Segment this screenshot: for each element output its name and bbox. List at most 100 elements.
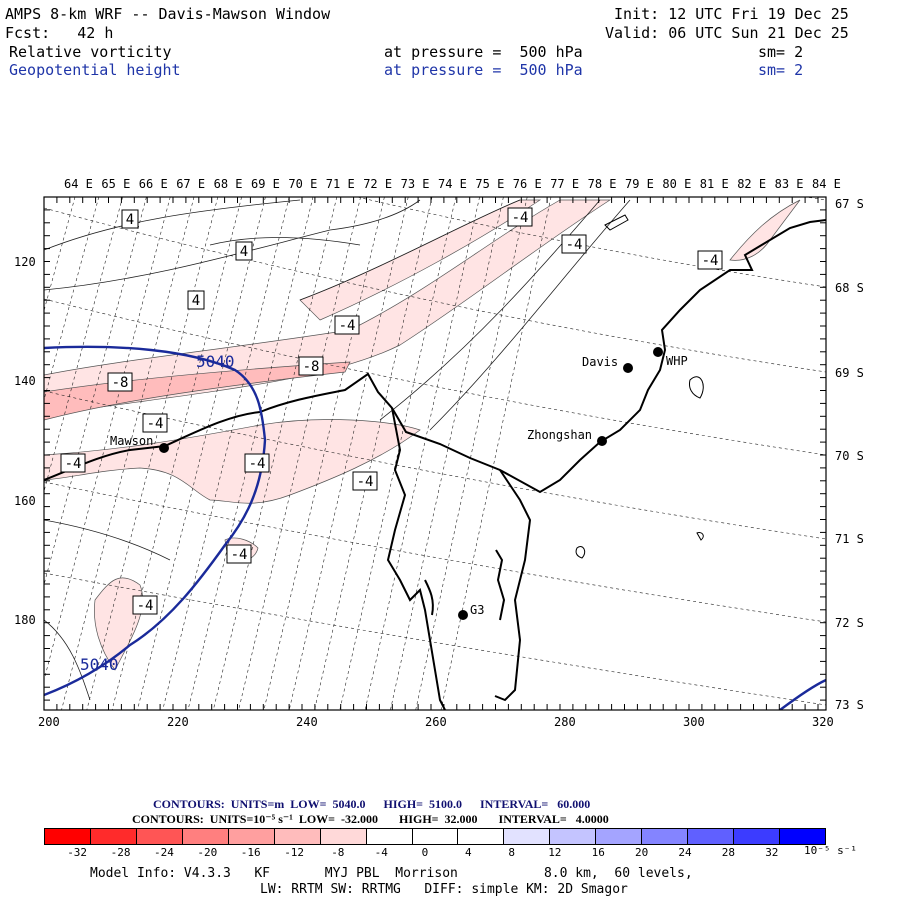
svg-text:-4: -4 [137, 598, 154, 614]
station-label-davis: Davis [582, 355, 619, 369]
svg-text:-4: -4 [231, 547, 248, 563]
station-label-g3: G3 [470, 603, 485, 617]
color-scale-label: -24 [154, 846, 174, 859]
top-longitude-label: 83 E [774, 177, 804, 191]
bottom-axis-label: 280 [554, 715, 576, 729]
color-scale-swatch [780, 829, 825, 844]
svg-text:4: 4 [192, 293, 200, 309]
height-label-5040-b: 5040 [80, 655, 119, 674]
vorticity-contour-label: -4 [226, 544, 252, 564]
vorticity-contour-label: -4 [132, 595, 158, 615]
svg-text:-4: -4 [702, 253, 719, 269]
color-scale-label: 4 [465, 846, 472, 859]
color-scale-label: -28 [110, 846, 131, 859]
right-latitude-label: 72 S [835, 616, 864, 630]
bottom-axis-label: 320 [812, 715, 834, 729]
init-time: Init: 12 UTC Fri 19 Dec 25 [614, 5, 849, 23]
meridian-line [263, 197, 385, 710]
color-scale-label: -8 [331, 846, 345, 859]
meridian-line [44, 197, 123, 493]
contours-height-info: CONTOURS: UNITS=m LOW= 5040.0 HIGH= 5100… [153, 797, 591, 811]
svg-text:-8: -8 [112, 375, 129, 391]
forecast-hour: Fcst: 42 h [5, 24, 114, 42]
top-longitude-label: 73 E [400, 177, 430, 191]
meridian-line [44, 197, 171, 682]
top-longitude-label: 77 E [550, 177, 580, 191]
svg-text:-4: -4 [65, 456, 82, 472]
top-longitude-label: 71 E [325, 177, 355, 191]
vorticity-contour-label: 4 [235, 241, 253, 261]
parallel-line [44, 207, 826, 373]
station-label-mawson: Mawson [110, 434, 154, 448]
top-longitude-label: 65 E [101, 177, 131, 191]
color-scale-swatch [228, 829, 275, 844]
field1-name: Relative vorticity [9, 43, 172, 61]
color-scale-swatch [274, 829, 321, 844]
model-info-physics: LW: RRTM SW: RRTMG DIFF: simple KM: 2D S… [260, 882, 628, 897]
color-scale-swatch [90, 829, 137, 844]
color-scale-swatch [734, 829, 780, 844]
top-longitude-label: 74 E [438, 177, 467, 191]
parallel-line [804, 197, 826, 201]
station-zhongshan-marker [597, 436, 607, 446]
svg-text:-4: -4 [566, 237, 583, 253]
field2-name: Geopotential height [9, 61, 181, 79]
left-axis-label: 180 [14, 613, 36, 627]
top-longitude-label: 82 E [737, 177, 767, 191]
vorticity-contour-label: 4 [187, 290, 205, 310]
top-longitude-label: 75 E [475, 177, 505, 191]
color-scale-swatch [182, 829, 229, 844]
right-latitude-label: 68 S [835, 281, 864, 295]
top-longitude-label: 80 E [662, 177, 692, 191]
color-scale-label: 12 [548, 846, 562, 859]
top-longitude-label: 78 E [587, 177, 617, 191]
meridian-line [61, 197, 195, 710]
color-scale-label: 16 [591, 846, 605, 859]
top-longitude-label: 79 E [625, 177, 654, 191]
color-scale-swatch [45, 829, 91, 844]
color-scale-swatch [412, 829, 459, 844]
bottom-axis-label: 260 [425, 715, 447, 729]
vorticity-contour-label: -8 [107, 372, 133, 392]
top-longitude-label: 81 E [699, 177, 729, 191]
color-scale-swatch [320, 829, 367, 844]
meridian-line [238, 197, 361, 710]
meridian-line [213, 197, 338, 710]
color-scale-label: 8 [508, 846, 516, 859]
bottom-axis-label: 240 [296, 715, 318, 729]
vorticity-contour-label: -4 [142, 413, 168, 433]
color-scale-label: 32 [765, 846, 779, 859]
vorticity-contour-label: -4 [352, 471, 378, 491]
svg-text:-4: -4 [249, 456, 266, 472]
color-scale-label: -16 [240, 846, 261, 859]
meridian-line [364, 197, 480, 710]
station-mawson-marker [159, 443, 169, 453]
islands [575, 214, 704, 559]
color-scale-swatch [550, 829, 597, 844]
map-title: AMPS 8-km WRF -- Davis-Mawson Window [5, 5, 331, 23]
parallel-line [44, 298, 826, 456]
contours-vorticity-info: CONTOURS: UNITS=10⁻⁵ s⁻¹ LOW= -32.000 HI… [132, 812, 609, 826]
top-longitude-label: 66 E [138, 177, 168, 191]
color-scale-label: -4 [374, 846, 388, 859]
meridian-line [339, 197, 457, 710]
vorticity-contour-label: -4 [60, 453, 86, 473]
color-scale-bar [44, 828, 826, 845]
color-scale-label: 28 [721, 846, 736, 859]
station-markers [159, 347, 663, 620]
coastline [44, 219, 826, 710]
parallel-line [44, 390, 826, 540]
height-label-5040-a: 5040 [196, 352, 235, 371]
meridian-line [314, 197, 433, 710]
scale-unit: 10⁻⁵ s⁻¹ [804, 844, 857, 857]
top-longitude-label: 67 E [176, 177, 206, 191]
color-scale-swatch [136, 829, 183, 844]
parallel-line [44, 572, 826, 706]
color-scale-swatch [504, 829, 551, 844]
field1-smooth: sm= 2 [758, 43, 804, 61]
field2-level: at pressure = 500 hPa [384, 61, 583, 79]
top-longitude-label: 76 E [512, 177, 542, 191]
model-info: Model Info: V4.3.3 KF MYJ PBL Morrison 8… [90, 866, 693, 881]
left-axis-label: 120 [14, 255, 36, 269]
color-scale-label: -32 [67, 846, 88, 859]
